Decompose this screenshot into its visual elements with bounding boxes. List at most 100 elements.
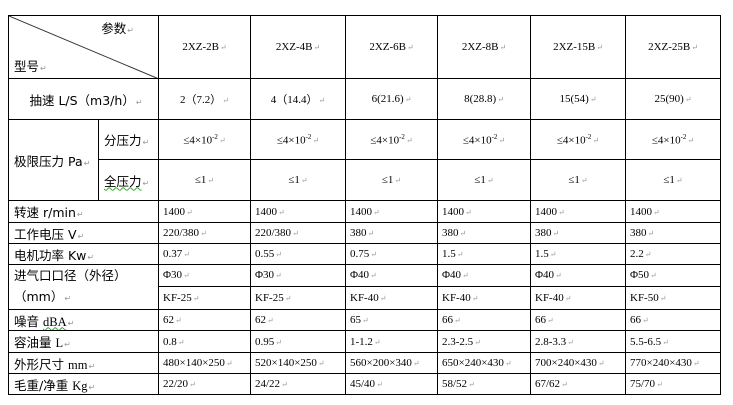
cell: ≤1 [345,159,438,201]
oil-capacity-row: 容油量 L 0.8 0.95 1-1.2 2.3-2.5 2.8-3.3 5.5… [8,330,721,353]
diagonal-header-cell: 参数 型号 [8,15,159,79]
cell: 380 [437,222,531,244]
cell: Φ50 [625,264,721,287]
row-label: 极限压力 Pa [8,119,99,201]
cell: Φ30 [158,264,251,287]
cell: ≤4×10-2 [625,119,721,160]
cell: ≤4×10-2 [437,119,531,160]
total-pressure-row: 全压力 ≤1 ≤1 ≤1 ≤1 ≤1 ≤1 [9,159,721,201]
cell: 770×240×430 [625,352,721,374]
cell: 1400 [625,200,721,223]
cell: 8(28.8) [437,78,531,120]
param-label: 参数 [101,18,134,37]
pump-spec-table: 参数 型号 2XZ-2B 2XZ-4B 2XZ-6B 2XZ-8B 2XZ-15… [8,15,721,395]
power-row: 电机功率 Kw 0.37 0.55 0.75 1.5 1.5 2.2 [8,243,721,265]
cell: 15(54) [530,78,626,120]
cell: 220/380 [158,222,251,244]
cell: 4（14.4） [250,78,346,120]
voltage-row: 工作电压 V 220/380 220/380 380 380 380 380 [8,222,721,244]
cell: Φ40 [437,264,531,287]
cell: Φ40 [530,264,626,287]
cell: ≤1 [437,159,531,201]
weight-row: 毛重/净重 Kg 22/20 24/22 45/40 58/52 67/62 7… [8,373,721,395]
cell: 1.5 [437,243,531,265]
row-label: 抽速 L/S（m3/h） [8,78,159,120]
cell: KF-40 [530,285,626,311]
row-label: 噪音 dBA [8,309,159,331]
cell: 66 [625,309,721,331]
sub-label: 分压力 [98,119,159,160]
cell: 5.5-6.5 [625,330,721,353]
cell: ≤4×10-2 [250,119,346,160]
cell: 0.8 [158,330,251,353]
cell: 480×140×250 [158,352,251,374]
cell: 6(21.6) [345,78,438,120]
cell: 0.95 [250,330,346,353]
cell: 2（7.2） [158,78,251,120]
cell: 62 [250,309,346,331]
cell: 22/20 [158,373,251,395]
cell: 65 [345,309,438,331]
cell: Φ40 [345,264,438,287]
row-label: 容油量 L [8,330,159,353]
cell: KF-40 [437,285,531,311]
cell: 380 [530,222,626,244]
cell: 650×240×430 [437,352,531,374]
cell: 2.3-2.5 [437,330,531,353]
cell: ≤4×10-2 [158,119,251,160]
cell: 380 [345,222,438,244]
cell: 66 [530,309,626,331]
cell: 58/52 [437,373,531,395]
cell: 1400 [345,200,438,223]
model-label: 型号 [14,56,47,75]
row-label: 进气口口径（外径） （mm） [8,264,159,310]
cell: ≤1 [530,159,626,201]
cell: 700×240×430 [530,352,626,374]
cell: 24/22 [250,373,346,395]
cell: 2.2 [625,243,721,265]
model-header: 2XZ-25B [625,15,721,79]
pumping-speed-row: 抽速 L/S（m3/h） 2（7.2） 4（14.4） 6(21.6) 8(28… [8,78,721,120]
model-header: 2XZ-15B [530,15,626,79]
cell: 2.8-3.3 [530,330,626,353]
row-label: 毛重/净重 Kg [8,373,159,395]
cell: ≤4×10-2 [530,119,626,160]
cell: 520×140×250 [250,352,346,374]
cell: 45/40 [345,373,438,395]
row-label: 电机功率 Kw [8,243,159,265]
partial-pressure-row: 极限压力 Pa 分压力 ≤4×10-2 ≤4×10-2 ≤4×10-2 ≤4×1… [8,119,721,201]
cell: KF-25 [250,285,346,311]
row-label: 外形尺寸 mm [8,352,159,374]
noise-row: 噪音 dBA 62 62 65 66 66 66 [8,309,721,331]
cell: 1400 [437,200,531,223]
cell: 75/70 [625,373,721,395]
cell: 0.75 [345,243,438,265]
speed-row: 转速 r/min 1400 1400 1400 1400 1400 1400 [8,200,721,223]
cell: 380 [625,222,721,244]
diagonal-line [9,16,157,78]
cell: ≤4×10-2 [345,119,438,160]
cell: 1400 [158,200,251,223]
cell: Φ30 [250,264,346,287]
cell: 1-1.2 [345,330,438,353]
cell: KF-50 [625,285,721,311]
model-header: 2XZ-6B [345,15,438,79]
cell: 0.37 [158,243,251,265]
cell: 1400 [530,200,626,223]
cell: 560×200×340 [345,352,438,374]
cell: ≤1 [625,159,721,201]
header-row: 参数 型号 2XZ-2B 2XZ-4B 2XZ-6B 2XZ-8B 2XZ-15… [8,15,721,79]
cell: 66 [437,309,531,331]
cell: 1400 [250,200,346,223]
cell: ≤1 [250,159,346,201]
cell: KF-40 [345,285,438,311]
inlet-diameter-row: 进气口口径（外径）（mm） Φ30 Φ30 Φ40 Φ40 Φ40 Φ50 [8,264,721,310]
row-label: 转速 r/min [8,200,159,223]
cell: 0.55 [250,243,346,265]
cell: 1.5 [530,243,626,265]
dimensions-row: 外形尺寸 mm 480×140×250 520×140×250 560×200×… [8,352,721,374]
cell: 25(90) [625,78,721,120]
sub-label: 全压力 [98,159,159,201]
model-header: 2XZ-4B [250,15,346,79]
cell: 62 [158,309,251,331]
